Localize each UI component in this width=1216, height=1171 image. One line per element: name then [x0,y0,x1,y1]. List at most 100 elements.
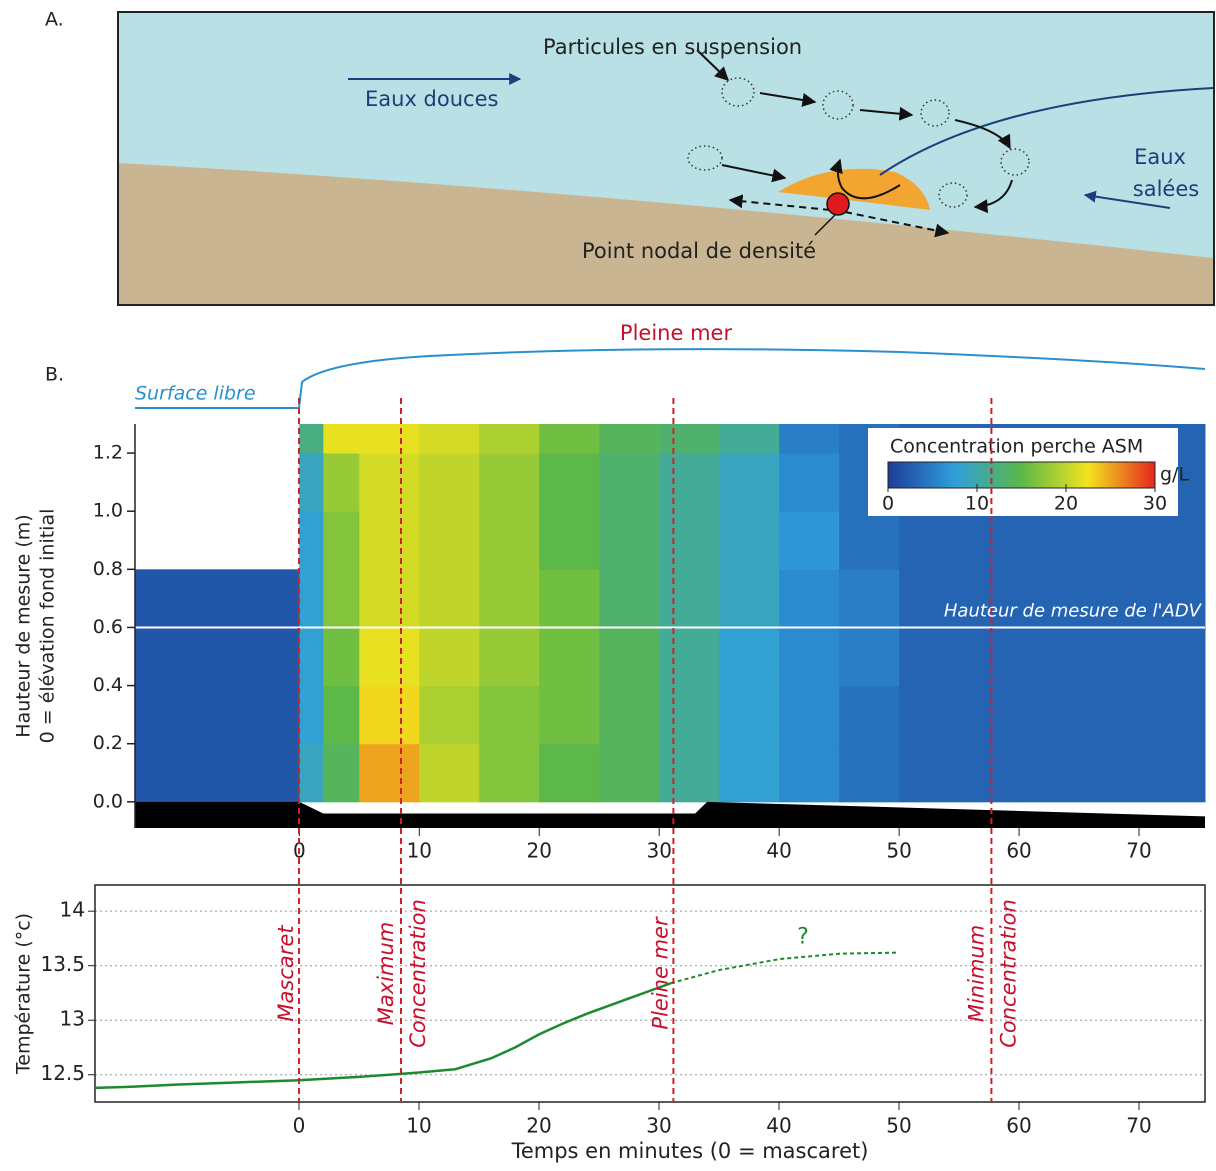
temperature-chart: 12.5 13 13.5 14 0 10 20 30 40 50 60 70? Temps en min… [13,884,1206,1163]
temperature-line [94,981,672,1090]
heat-cell [299,424,324,454]
temperature-line [670,951,900,985]
plot-frame [94,884,1206,1103]
heat-cell [539,569,600,628]
y-tick-label: 12.5 [40,1061,85,1085]
heat-cell [539,511,600,570]
heat-cell [135,685,300,745]
heat-cell [839,743,900,803]
heat-cell [359,424,420,454]
y-tick-label: 0.6 [93,616,123,638]
saltwater-label: salées [1133,177,1199,201]
x-tick-label: 20 [526,1114,551,1138]
heat-cell [539,453,600,512]
heat-cell [359,685,420,745]
x-tick-label: 60 [1006,839,1031,863]
heatmap-chart: Hauteur de mesure de l'ADV 0.0 0.2 0.4 0.6 0.… [13,424,1206,863]
x-tick-label: 50 [886,1114,911,1138]
x-axis-label: Temps en minutes (0 = mascaret) [511,1139,869,1163]
x-tick-label: 0 [293,1114,306,1138]
freshwater-label: Eaux douces [365,87,498,111]
heat-cell [779,424,840,454]
diagram: A. Particules en suspension Eaux douces … [45,9,1215,306]
y-tick-label: 0.2 [93,732,123,754]
heat-cell [899,569,1020,628]
heat-cell [599,627,660,687]
heat-cell [599,685,660,745]
y-tick-label: 0.8 [93,558,123,580]
event-label: Concentration [406,899,430,1048]
heat-cell [419,453,480,512]
heat-cell [479,685,540,745]
heat-cell [599,453,660,512]
heat-cell [719,685,780,745]
heat-cell [899,627,1020,687]
heat-cell [479,743,540,803]
y-axis-label: 0 = élévation fond initial [37,509,59,744]
heat-cell [719,453,780,512]
heat-cell [419,569,480,628]
salt-front [879,87,1214,176]
heat-cell [135,627,300,687]
heat-cell [659,569,720,628]
heat-cell [419,627,480,687]
panel-label: B. [45,364,64,386]
annotation: ? [797,924,809,949]
riverbed [119,163,1213,304]
heat-cell [899,743,1020,803]
y-tick-label: 1.2 [93,442,123,464]
heat-cell [539,743,600,803]
colorbar-tick-label: 20 [1054,493,1078,515]
x-tick-label: 60 [1006,1114,1031,1138]
heat-cell [299,627,324,687]
colorbar-unit: g/L [1160,464,1189,486]
y-tick-label: 0.4 [93,674,123,696]
x-tick-label: 30 [646,1114,671,1138]
heat-cell [419,743,480,803]
heat-cell [359,569,420,628]
heat-cell [839,685,900,745]
heat-cell [839,569,900,628]
nodal-point [826,192,850,216]
colorbar [887,461,1156,489]
saltwater-arrow [1083,190,1171,209]
heat-cell [135,743,300,803]
particle-clouds [687,77,1030,208]
x-tick-label: 70 [1126,839,1151,863]
heat-cell [659,424,720,454]
heat-cell [323,569,360,628]
heat-cell [299,511,324,570]
y-axis-label: Hauteur de mesure (m) [13,514,35,737]
heat-cell [839,511,900,570]
heat-cell [359,743,420,803]
heat-cell [599,743,660,803]
particles-label: Particules en suspension [543,35,802,59]
heat-cell [323,511,360,570]
x-tick-label: 50 [886,839,911,863]
surface-label: Surface libre [135,383,256,405]
heat-cell [479,511,540,570]
x-tick-label: 20 [527,839,552,863]
event-label: Mascaret [274,925,298,1022]
event-markers: Mascaret Maximum Concentration Pleine mer Mi… [274,398,1020,1102]
high-tide-label: Pleine mer [620,321,733,345]
heat-cell [719,627,780,687]
nodal-label: Point nodal de densité [582,239,816,263]
riverbed [135,801,1205,828]
heat-cell [779,627,840,687]
heat-cell [323,685,360,745]
heat-cell [899,511,1020,570]
y-tick-label: 14 [60,898,85,922]
heat-cell [899,685,1020,745]
heat-cell [719,511,780,570]
heat-cell [299,569,324,628]
heat-cell [479,627,540,687]
adv-label: Hauteur de mesure de l'ADV [944,600,1203,621]
heat-cell [599,424,660,454]
heat-cell [839,627,900,687]
heat-cell [323,743,360,803]
particle-arrows [696,49,1013,214]
heat-cell [779,511,840,570]
heat-cell [719,569,780,628]
heat-cell [479,569,540,628]
